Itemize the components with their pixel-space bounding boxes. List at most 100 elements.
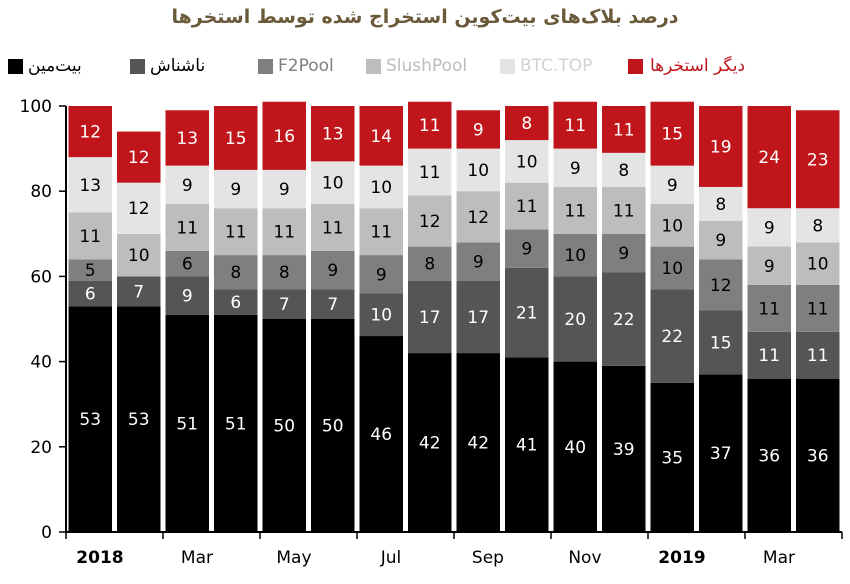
bar-segment xyxy=(747,284,791,332)
bar-segment xyxy=(359,336,403,532)
bar-segment xyxy=(747,331,791,379)
bar-segment xyxy=(408,353,452,532)
bar-segment xyxy=(214,255,258,290)
bar-segment xyxy=(456,191,500,243)
bar-segment xyxy=(505,229,549,268)
bar-segment xyxy=(602,152,646,187)
data-label: 19 xyxy=(710,137,732,157)
bar-segment xyxy=(456,242,500,281)
data-label: 10 xyxy=(322,174,344,194)
data-label: 11 xyxy=(758,346,780,366)
bar-segment xyxy=(262,289,306,319)
bar-segment xyxy=(68,212,112,260)
bar-segment xyxy=(699,186,743,222)
data-label: 11 xyxy=(564,201,586,221)
data-label: 7 xyxy=(327,295,338,315)
bar-segment xyxy=(699,221,743,260)
data-label: 12 xyxy=(419,212,441,232)
data-label: 53 xyxy=(79,410,101,430)
data-label: 15 xyxy=(225,129,247,149)
x-tick-label: Mar xyxy=(181,548,213,568)
data-label: 8 xyxy=(812,216,823,236)
x-tick-label: Nov xyxy=(568,548,601,568)
legend-swatch-slushpool xyxy=(366,59,381,74)
bar-segment xyxy=(796,378,840,532)
bar-segment xyxy=(408,101,452,149)
x-tick-label: 2018 xyxy=(76,548,123,568)
y-tick-label: 100 xyxy=(20,97,52,117)
data-label: 16 xyxy=(273,127,295,147)
bar-segment xyxy=(650,289,694,383)
data-label: 14 xyxy=(370,127,392,147)
bar-segment xyxy=(796,242,840,285)
data-label: 10 xyxy=(661,259,683,279)
data-label: 24 xyxy=(758,148,780,168)
data-label: 12 xyxy=(79,123,101,143)
x-tick-label: 2019 xyxy=(658,548,705,568)
bar-segment xyxy=(68,306,112,532)
bar-segment xyxy=(311,250,355,290)
bar-segment xyxy=(214,169,258,209)
legend-label-others: دیگر استخرها xyxy=(650,56,746,76)
data-label: 50 xyxy=(322,417,344,437)
bar-segment xyxy=(262,255,306,290)
data-label: 11 xyxy=(613,120,635,140)
bar-segment xyxy=(262,208,306,256)
data-label: 17 xyxy=(419,308,441,328)
bar-segment xyxy=(311,203,355,251)
bar-segment xyxy=(214,106,258,170)
bar-segment xyxy=(214,208,258,256)
bar-segment xyxy=(117,276,161,307)
data-label: 11 xyxy=(419,116,441,136)
legend-label-unknown: ناشناش xyxy=(150,56,206,76)
bar-segment xyxy=(796,110,840,209)
bar-segment xyxy=(747,378,791,532)
bar-segment xyxy=(602,106,646,153)
bar-segment xyxy=(699,374,743,532)
bar-segment xyxy=(165,203,209,251)
data-label: 12 xyxy=(128,148,150,168)
data-label: 6 xyxy=(85,284,96,304)
chart-legend: بیت‌مین ناشناش F2Pool SlushPool BTC.TOP … xyxy=(8,54,842,78)
data-label: 8 xyxy=(521,114,532,134)
bar-segment xyxy=(456,353,500,532)
data-label: 37 xyxy=(710,444,732,464)
data-label: 12 xyxy=(710,276,732,296)
legend-swatch-bitmain xyxy=(8,59,23,74)
legend-label-bitmain: بیت‌مین xyxy=(28,56,82,76)
data-label: 7 xyxy=(133,282,144,302)
data-label: 9 xyxy=(764,257,775,277)
y-tick-label: 20 xyxy=(30,438,52,458)
data-label: 11 xyxy=(807,346,829,366)
bar-segment xyxy=(456,280,500,354)
data-label: 10 xyxy=(564,246,586,266)
y-tick-label: 0 xyxy=(41,523,52,543)
data-label: 35 xyxy=(661,448,683,468)
data-label: 11 xyxy=(225,223,247,243)
data-label: 15 xyxy=(710,333,732,353)
data-label: 9 xyxy=(327,261,338,281)
bar-segment xyxy=(359,208,403,256)
data-label: 11 xyxy=(322,218,344,238)
data-label: 21 xyxy=(516,304,538,324)
bar-segment xyxy=(359,255,403,294)
bar-segment xyxy=(311,106,355,162)
legend-label-f2pool: F2Pool xyxy=(278,56,334,76)
data-label: 6 xyxy=(230,293,241,313)
bar-segment xyxy=(165,250,209,277)
data-label: 11 xyxy=(273,223,295,243)
data-label: 9 xyxy=(376,265,387,285)
bar-segment xyxy=(650,101,694,166)
x-tick-label: Jul xyxy=(380,548,402,568)
data-label: 8 xyxy=(618,161,629,181)
data-label: 11 xyxy=(758,299,780,319)
data-label: 9 xyxy=(473,120,484,140)
data-label: 9 xyxy=(182,176,193,196)
data-label: 8 xyxy=(715,195,726,215)
data-label: 36 xyxy=(807,446,829,466)
bar-segment xyxy=(68,259,112,281)
bar-segment xyxy=(553,148,597,187)
data-label: 10 xyxy=(467,161,489,181)
bar-segment xyxy=(553,361,597,532)
data-label: 11 xyxy=(807,299,829,319)
